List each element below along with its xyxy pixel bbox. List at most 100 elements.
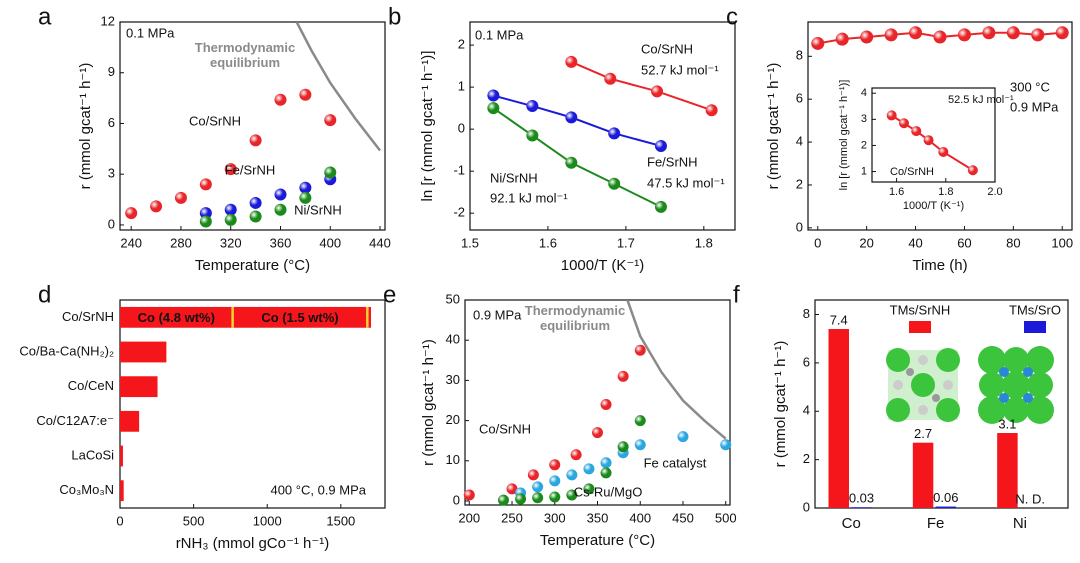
data-point — [835, 32, 849, 46]
data-point — [463, 489, 475, 501]
data-point — [274, 203, 287, 216]
x-tick-label: 1500 — [326, 513, 355, 528]
data-point — [923, 135, 934, 146]
annotation: 0.9 MPa — [473, 307, 522, 322]
category-label: Co/C12A7:e⁻ — [36, 413, 114, 428]
y-tick-label: 0 — [796, 219, 803, 234]
x-tick-label: 240 — [120, 235, 142, 250]
panel-letter: e — [383, 281, 396, 308]
annotation: 92.1 kJ mol⁻¹ — [490, 190, 568, 205]
crystal-sro — [978, 346, 1054, 424]
x-axis-title: Temperature (°C) — [195, 257, 310, 274]
bar — [935, 506, 957, 508]
panel-letter: f — [733, 281, 740, 308]
x-tick-label: Fe — [927, 515, 945, 532]
bar-label: Co (1.5 wt%) — [261, 310, 338, 325]
data-point — [565, 55, 578, 68]
data-point — [224, 163, 237, 176]
value-label: 0.03 — [849, 491, 874, 506]
x-tick-label: 250 — [501, 510, 523, 525]
legend-label: TMs/SrO — [1009, 302, 1061, 317]
data-point — [1055, 26, 1069, 40]
data-point — [654, 200, 667, 213]
category-label: Co/Ba-Ca(NH₂)₂ — [19, 343, 114, 358]
data-point — [600, 399, 612, 411]
data-point — [705, 104, 718, 117]
series-label: Fe/SrNH — [225, 162, 276, 177]
data-point — [604, 72, 617, 85]
bar — [120, 480, 124, 502]
data-point — [526, 100, 539, 113]
series-label: Ni/SrNH — [294, 202, 342, 217]
y-axis-title: ln [r (mmol gcat⁻¹ h⁻¹)] — [419, 51, 436, 202]
series-label: Co/SrNH — [890, 166, 934, 178]
data-point — [933, 30, 947, 44]
data-point — [324, 114, 337, 127]
series-label: Co/SrNH — [641, 41, 693, 56]
data-point — [654, 139, 667, 152]
x-tick-label: Co — [842, 515, 861, 532]
series-line — [493, 94, 662, 147]
x-axis-title: Temperature (°C) — [540, 532, 655, 549]
x-tick-label: 1.8 — [938, 186, 953, 198]
wrapped-label: Thermodynamic equilibrium — [195, 40, 295, 70]
x-tick-label: 400 — [629, 510, 651, 525]
value-label: 0.06 — [933, 490, 958, 505]
x-tick-label: 0 — [116, 513, 123, 528]
y-tick-label: 20 — [446, 412, 460, 427]
x-axis-title: 1000/T (K⁻¹) — [903, 200, 964, 212]
y-tick-label: 0 — [108, 216, 115, 231]
y-axis-title: r (mmol gcat⁻¹ h⁻¹) — [765, 63, 782, 190]
data-point — [600, 457, 612, 469]
data-point — [150, 200, 163, 213]
data-point — [549, 459, 561, 471]
panel-letter: b — [388, 3, 401, 30]
x-tick-label: 450 — [672, 510, 694, 525]
y-axis-title: r (mmol gcat⁻¹ h⁻¹) — [772, 341, 789, 468]
data-point — [886, 110, 897, 121]
y-tick-label: 0 — [458, 121, 465, 136]
data-point — [532, 492, 544, 504]
y-tick-label: 2 — [796, 176, 803, 191]
bar — [120, 341, 167, 363]
annotation: 0.1 MPa — [126, 25, 175, 40]
data-point — [982, 26, 996, 40]
y-tick-label: 10 — [446, 452, 460, 467]
data-point — [224, 213, 237, 226]
x-tick-label: 80 — [1006, 235, 1020, 250]
y-tick-label: 4 — [796, 134, 803, 149]
x-tick-label: 1.5 — [461, 235, 479, 250]
data-point — [324, 166, 337, 179]
data-point — [174, 191, 187, 204]
category-label: Co₃Mo₃N — [59, 482, 114, 497]
data-point — [532, 481, 544, 493]
annotation: 300 °C — [1010, 79, 1050, 94]
x-tick-label: 100 — [1051, 235, 1073, 250]
data-point — [811, 36, 825, 50]
series-label: Fe/SrNH — [647, 154, 698, 169]
series-label: Fe catalyst — [644, 455, 707, 470]
category-label: Co/CeN — [68, 378, 114, 393]
panel-letter: a — [38, 3, 52, 30]
y-tick-label: 2 — [803, 451, 810, 466]
x-tick-label: 60 — [957, 235, 971, 250]
category-label: Co/SrNH — [62, 309, 114, 324]
series-line — [626, 300, 727, 440]
y-tick-label: 3 — [108, 166, 115, 181]
y-axis-title: ln [r (mmol gcat⁻¹ h⁻¹)] — [838, 80, 850, 191]
x-tick-label: 40 — [908, 235, 922, 250]
data-point — [549, 475, 561, 487]
x-tick-label: 1000 — [253, 513, 282, 528]
x-tick-label: 1.6 — [539, 235, 557, 250]
y-axis-title: r (mmol gcat⁻¹ h⁻¹) — [77, 63, 94, 190]
data-point — [199, 207, 212, 220]
data-point — [1006, 26, 1020, 40]
bar — [828, 329, 849, 508]
data-point — [506, 483, 518, 495]
data-point — [224, 203, 237, 216]
crystal-srnh — [886, 348, 960, 422]
x-tick-label: 320 — [220, 235, 242, 250]
category-label: LaCoSi — [71, 447, 114, 462]
y-tick-label: 4 — [803, 403, 810, 418]
